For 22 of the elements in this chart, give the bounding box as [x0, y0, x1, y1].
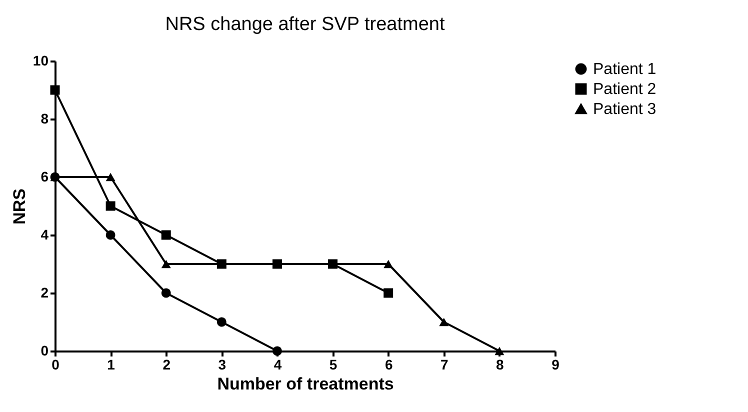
legend-label: Patient 1	[593, 61, 656, 78]
x-tick-label: 2	[162, 356, 171, 372]
x-tick-label: 8	[496, 356, 504, 372]
chart-title: NRS change after SVP treatment	[165, 14, 446, 35]
y-tick-label: 0	[40, 342, 49, 358]
x-tick-label: 5	[329, 356, 338, 372]
x-tick-label: 9	[552, 356, 560, 372]
y-axis-title: NRS	[10, 188, 29, 224]
x-tick-label: 4	[274, 356, 282, 372]
y-tick-label: 8	[40, 110, 49, 126]
x-tick-label: 3	[218, 356, 226, 372]
legend-label: Patient 2	[593, 81, 656, 98]
x-tick-label: 0	[52, 356, 60, 372]
y-tick-label: 10	[32, 52, 49, 68]
legend-label: Patient 3	[593, 101, 656, 118]
x-tick-label: 1	[107, 356, 116, 372]
y-tick-label: 4	[40, 226, 49, 242]
x-tick-label: 6	[384, 356, 393, 372]
y-tick-label: 2	[40, 284, 49, 300]
x-tick-label: 7	[440, 356, 448, 372]
x-axis-title: Number of treatments	[217, 374, 394, 394]
y-tick-label: 6	[40, 168, 49, 184]
